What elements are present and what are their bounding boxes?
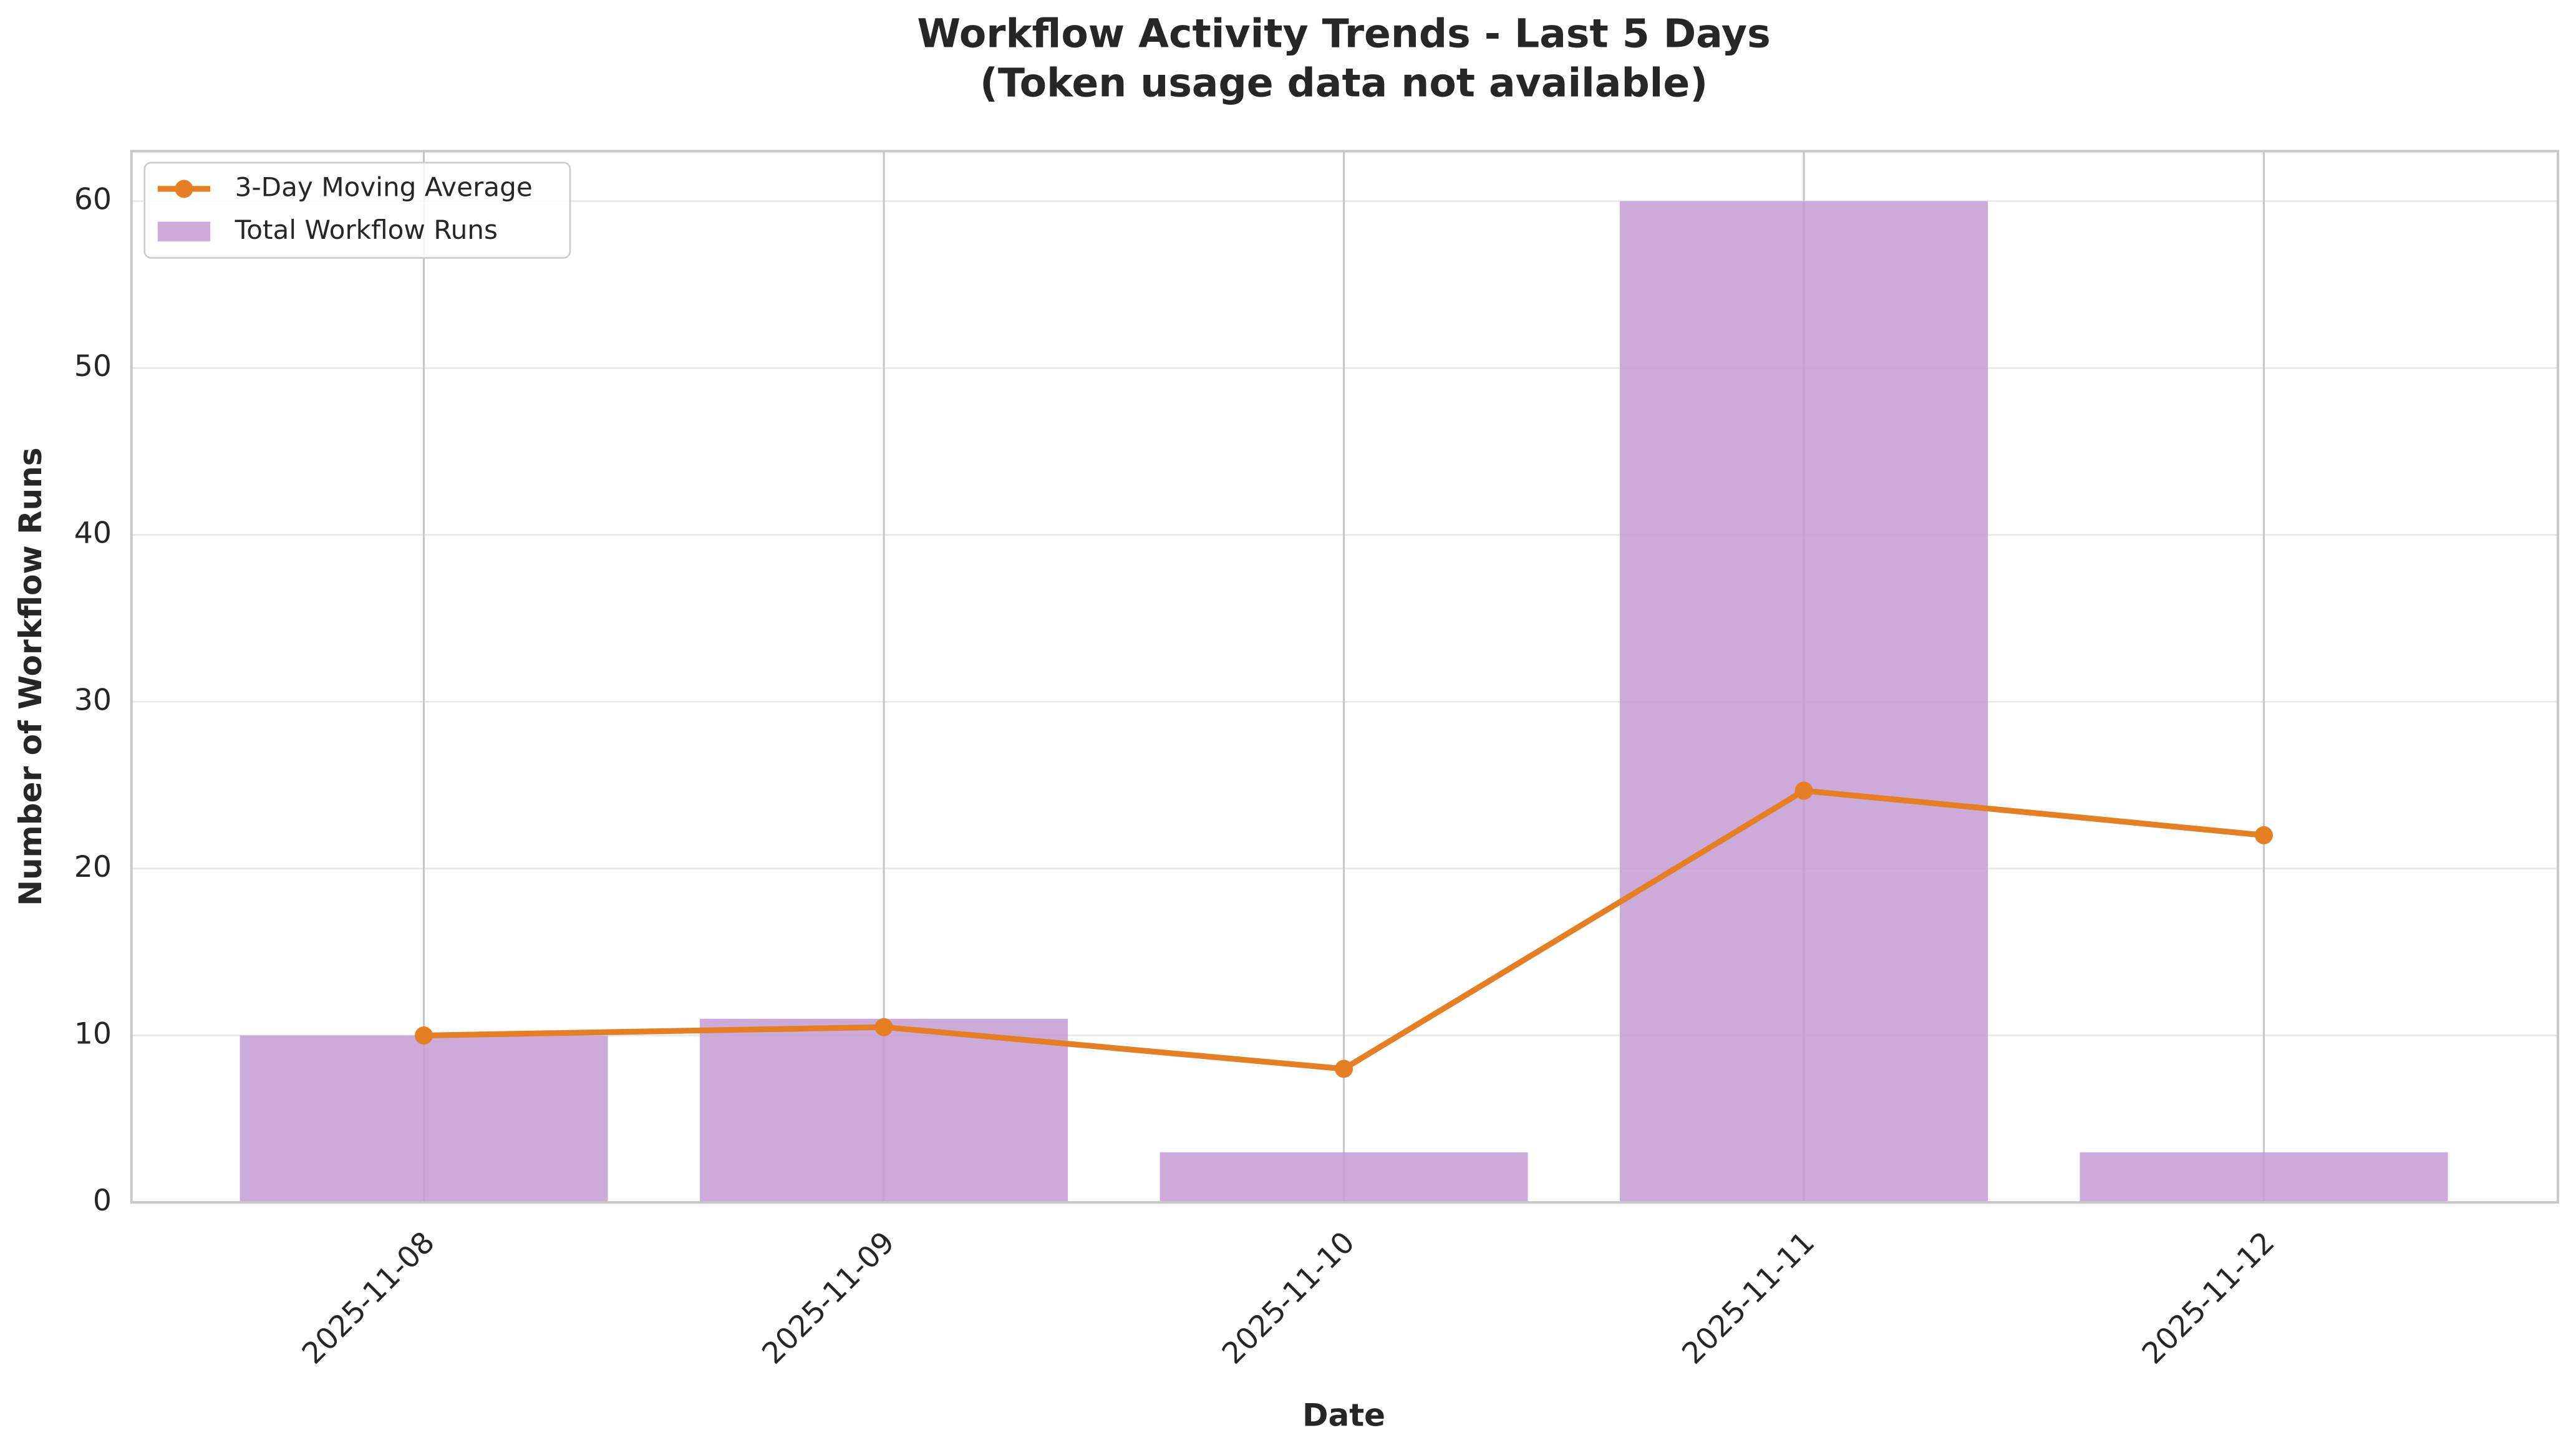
chart-subtitle: (Token usage data not available) (980, 60, 1708, 106)
line-marker (874, 1018, 893, 1036)
line-marker (415, 1026, 433, 1045)
y-tick-label: 10 (74, 1016, 112, 1051)
y-tick-label: 20 (74, 850, 112, 884)
bar (1620, 201, 1988, 1203)
legend-label: 3-Day Moving Average (235, 171, 533, 202)
legend-box (143, 162, 571, 259)
y-axis-label: Number of Workflow Runs (12, 448, 49, 906)
line-marker (1335, 1060, 1353, 1078)
legend-marker (175, 180, 193, 198)
legend-label: Total Workflow Runs (235, 215, 498, 245)
y-tick-label: 30 (74, 683, 112, 717)
y-tick-label: 0 (93, 1184, 112, 1218)
legend-swatch (157, 221, 211, 242)
y-tick-label: 40 (74, 516, 112, 551)
bar (1160, 1152, 1528, 1203)
line-marker (1794, 781, 1813, 800)
bar (2080, 1152, 2448, 1203)
line-marker (2255, 826, 2273, 844)
y-tick-label: 50 (74, 349, 112, 384)
bar (700, 1018, 1068, 1203)
bar (240, 1035, 608, 1203)
x-axis-label: Date (1302, 1397, 1385, 1434)
plot-frame (130, 150, 2560, 1204)
chart-title: Workflow Activity Trends - Last 5 Days (917, 11, 1770, 57)
y-tick-label: 60 (74, 183, 112, 217)
